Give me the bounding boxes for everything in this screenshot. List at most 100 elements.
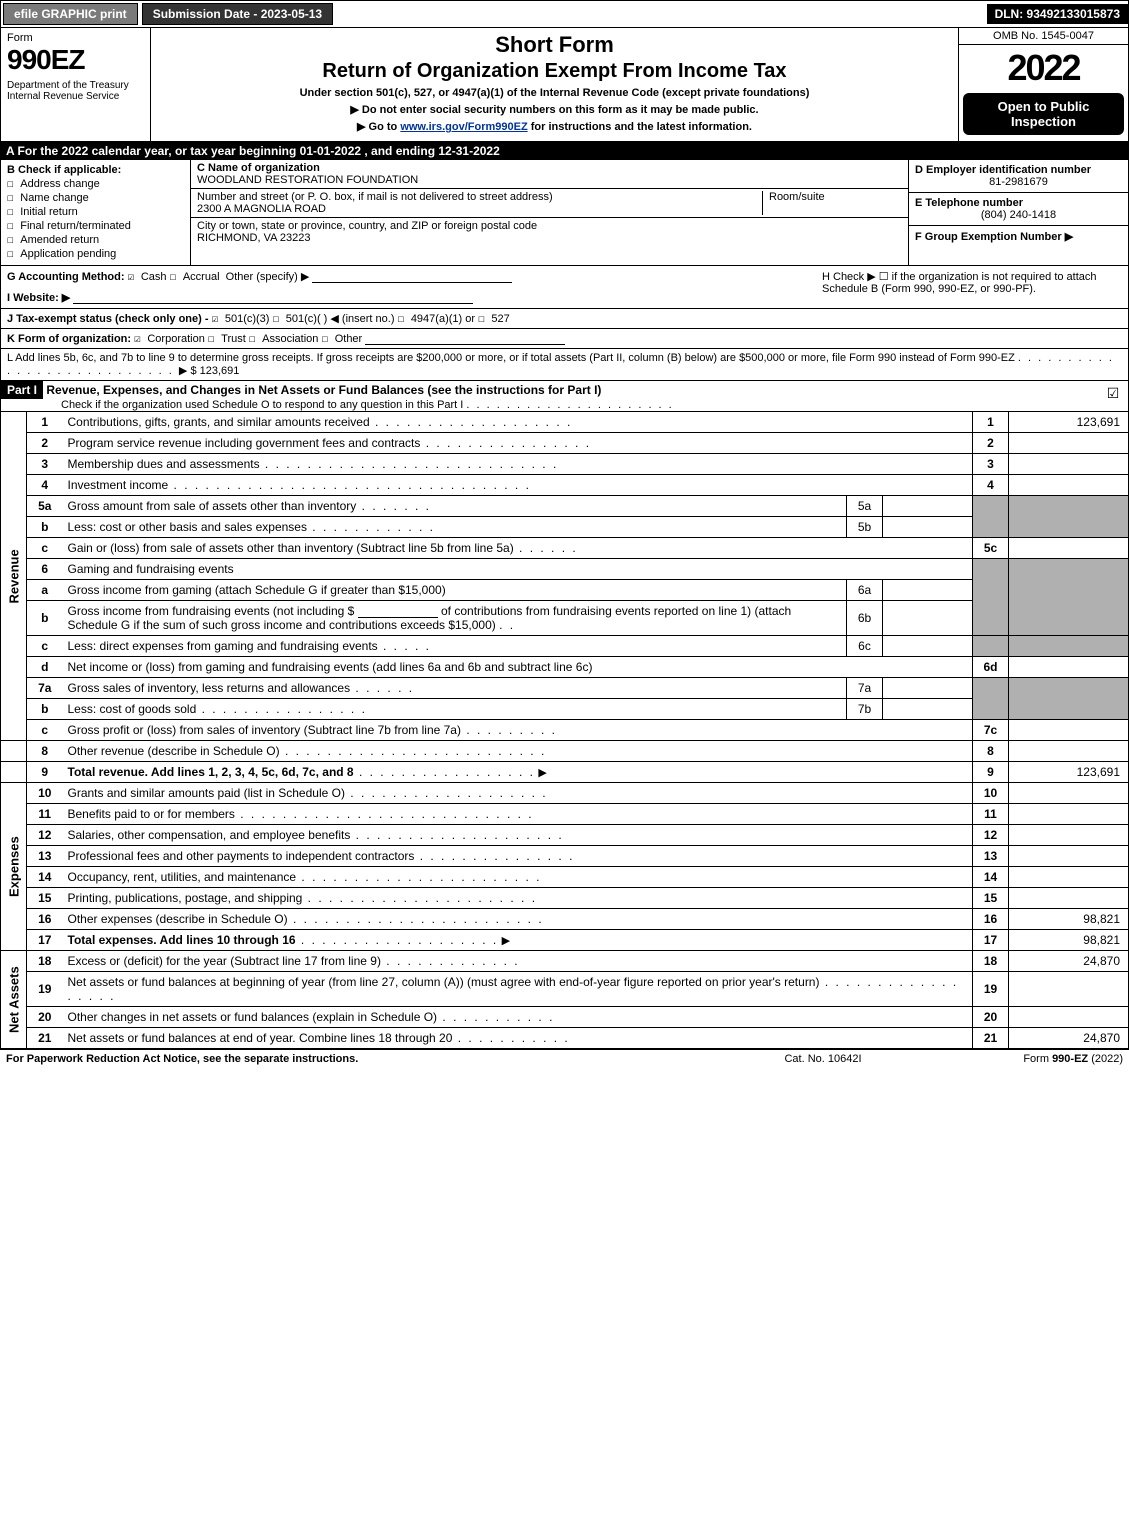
line-6b: b Gross income from fundraising events (… bbox=[1, 601, 1129, 636]
city-label: City or town, state or province, country… bbox=[197, 220, 537, 232]
line-2-value bbox=[1009, 433, 1129, 454]
chk-501c3[interactable]: ☑ bbox=[212, 312, 225, 325]
chk-final-return[interactable]: ☐ Final return/terminated bbox=[7, 219, 184, 232]
line-18-value: 24,870 bbox=[1009, 951, 1129, 972]
line-8: 8 Other revenue (describe in Schedule O)… bbox=[1, 741, 1129, 762]
line-18: Net Assets 18 Excess or (deficit) for th… bbox=[1, 951, 1129, 972]
chk-501c[interactable]: ☐ bbox=[273, 312, 286, 325]
chk-4947[interactable]: ☐ bbox=[398, 312, 411, 325]
line-5c-value bbox=[1009, 538, 1129, 559]
chk-accrual[interactable]: ☐ bbox=[170, 270, 183, 283]
chk-corporation[interactable]: ☑ bbox=[134, 332, 147, 345]
form-ref: Form 990-EZ (2022) bbox=[923, 1053, 1123, 1065]
tax-exempt-label: J Tax-exempt status (check only one) - bbox=[7, 313, 209, 325]
chk-trust[interactable]: ☐ bbox=[208, 332, 221, 345]
open-public-badge: Open to Public Inspection bbox=[963, 93, 1124, 135]
ein-label: D Employer identification number bbox=[915, 164, 1122, 176]
other-label: Other (specify) ▶ bbox=[226, 271, 310, 283]
submission-date-button[interactable]: Submission Date - 2023-05-13 bbox=[142, 3, 333, 25]
line-5c: c Gain or (loss) from sale of assets oth… bbox=[1, 538, 1129, 559]
section-l: L Add lines 5b, 6c, and 7b to line 9 to … bbox=[0, 349, 1129, 381]
line-7b: b Less: cost of goods sold . . . . . . .… bbox=[1, 699, 1129, 720]
line-19-value bbox=[1009, 972, 1129, 1007]
top-bar: efile GRAPHIC print Submission Date - 20… bbox=[0, 0, 1129, 28]
line-17: 17 Total expenses. Add lines 10 through … bbox=[1, 930, 1129, 951]
part-1-title: Revenue, Expenses, and Changes in Net As… bbox=[46, 383, 601, 397]
instruction-link: ▶ Go to www.irs.gov/Form990EZ for instru… bbox=[157, 120, 952, 133]
website-label: I Website: ▶ bbox=[7, 292, 70, 304]
header-left: Form 990EZ Department of the Treasury In… bbox=[1, 28, 151, 141]
section-h-text: H Check ▶ ☐ if the organization is not r… bbox=[822, 271, 1097, 295]
website-input[interactable] bbox=[73, 292, 473, 304]
line-6a-value bbox=[883, 580, 973, 601]
tax-year: 2022 bbox=[959, 45, 1128, 91]
page-footer: For Paperwork Reduction Act Notice, see … bbox=[0, 1049, 1129, 1068]
title-return: Return of Organization Exempt From Incom… bbox=[157, 60, 952, 83]
paperwork-notice: For Paperwork Reduction Act Notice, see … bbox=[6, 1053, 723, 1065]
chk-initial-return[interactable]: ☐ Initial return bbox=[7, 205, 184, 218]
line-14: 14 Occupancy, rent, utilities, and maint… bbox=[1, 867, 1129, 888]
other-org-input[interactable] bbox=[365, 333, 565, 345]
line-5b: b Less: cost or other basis and sales ex… bbox=[1, 517, 1129, 538]
chk-cash[interactable]: ☑ bbox=[128, 270, 141, 283]
info-right: D Employer identification number 81-2981… bbox=[908, 160, 1128, 265]
line-16-value: 98,821 bbox=[1009, 909, 1129, 930]
subtitle: Under section 501(c), 527, or 4947(a)(1)… bbox=[157, 87, 952, 99]
line-13-value bbox=[1009, 846, 1129, 867]
line-12-value bbox=[1009, 825, 1129, 846]
cat-number: Cat. No. 10642I bbox=[723, 1053, 923, 1065]
omb-number: OMB No. 1545-0047 bbox=[959, 28, 1128, 45]
department-label: Department of the Treasury Internal Reve… bbox=[7, 80, 144, 102]
line-5b-value bbox=[883, 517, 973, 538]
line-6d-value bbox=[1009, 657, 1129, 678]
part-1-check[interactable]: ☑ bbox=[1098, 381, 1128, 411]
header-center: Short Form Return of Organization Exempt… bbox=[151, 28, 958, 141]
line-4-value bbox=[1009, 475, 1129, 496]
line-7b-value bbox=[883, 699, 973, 720]
chk-name-change[interactable]: ☐ Name change bbox=[7, 191, 184, 204]
line-20: 20 Other changes in net assets or fund b… bbox=[1, 1007, 1129, 1028]
dln-label: DLN: 93492133015873 bbox=[987, 4, 1128, 24]
other-specify-input[interactable] bbox=[312, 271, 512, 283]
section-j: J Tax-exempt status (check only one) - ☑… bbox=[0, 309, 1129, 329]
line-9-value: 123,691 bbox=[1009, 762, 1129, 783]
chk-amended-return[interactable]: ☐ Amended return bbox=[7, 233, 184, 246]
line-15: 15 Printing, publications, postage, and … bbox=[1, 888, 1129, 909]
form-of-org-label: K Form of organization: bbox=[7, 333, 131, 345]
chk-other-org[interactable]: ☐ bbox=[321, 332, 334, 345]
line-5a: 5a Gross amount from sale of assets othe… bbox=[1, 496, 1129, 517]
line-6c: c Less: direct expenses from gaming and … bbox=[1, 636, 1129, 657]
org-name-value: WOODLAND RESTORATION FOUNDATION bbox=[197, 174, 418, 186]
line-21-value: 24,870 bbox=[1009, 1028, 1129, 1049]
section-g: G Accounting Method: ☑ Cash ☐ Accrual Ot… bbox=[7, 270, 822, 304]
section-g-h: G Accounting Method: ☑ Cash ☐ Accrual Ot… bbox=[0, 266, 1129, 309]
expenses-sidelabel: Expenses bbox=[1, 783, 27, 951]
line-6b-value bbox=[883, 601, 973, 636]
section-c: C Name of organization WOODLAND RESTORAT… bbox=[191, 160, 908, 265]
line-2: 2 Program service revenue including gove… bbox=[1, 433, 1129, 454]
line-8-value bbox=[1009, 741, 1129, 762]
line-6b-contrib-input[interactable] bbox=[358, 606, 438, 618]
revenue-sidelabel: Revenue bbox=[1, 412, 27, 741]
efile-print-button[interactable]: efile GRAPHIC print bbox=[3, 3, 138, 25]
section-h: H Check ▶ ☐ if the organization is not r… bbox=[822, 270, 1122, 304]
org-name-label: C Name of organization bbox=[197, 162, 418, 174]
line-17-value: 98,821 bbox=[1009, 930, 1129, 951]
chk-527[interactable]: ☐ bbox=[478, 312, 491, 325]
irs-link[interactable]: www.irs.gov/Form990EZ bbox=[400, 121, 527, 133]
addr-value: 2300 A MAGNOLIA ROAD bbox=[197, 203, 762, 215]
accrual-label: Accrual bbox=[183, 271, 220, 283]
title-short-form: Short Form bbox=[157, 32, 952, 58]
chk-address-change[interactable]: ☐ Address change bbox=[7, 177, 184, 190]
telephone-value: (804) 240-1418 bbox=[915, 209, 1122, 221]
instr-pre: ▶ Go to bbox=[357, 121, 400, 133]
chk-application-pending[interactable]: ☐ Application pending bbox=[7, 247, 184, 260]
line-6a: a Gross income from gaming (attach Sched… bbox=[1, 580, 1129, 601]
city-value: RICHMOND, VA 23223 bbox=[197, 232, 537, 244]
line-10-value bbox=[1009, 783, 1129, 804]
chk-association[interactable]: ☐ bbox=[249, 332, 262, 345]
part-1-header-row: Part I Revenue, Expenses, and Changes in… bbox=[0, 381, 1129, 412]
netassets-sidelabel: Net Assets bbox=[1, 951, 27, 1049]
line-12: 12 Salaries, other compensation, and emp… bbox=[1, 825, 1129, 846]
line-1: Revenue 1 Contributions, gifts, grants, … bbox=[1, 412, 1129, 433]
